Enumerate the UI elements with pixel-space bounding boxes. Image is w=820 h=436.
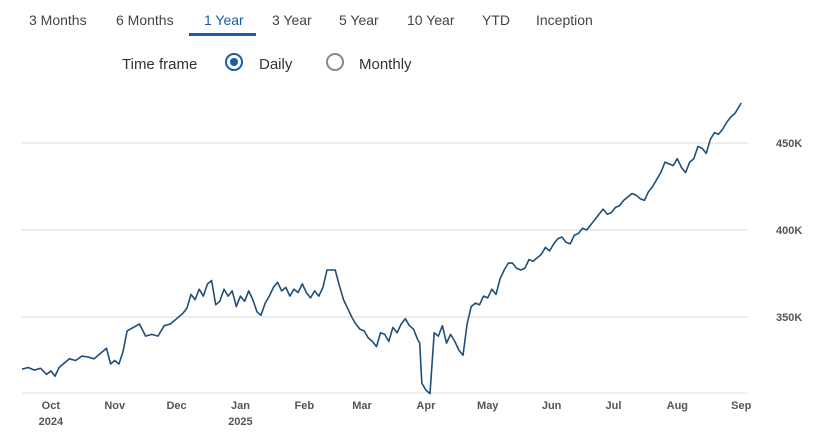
- monthly-label[interactable]: Monthly: [359, 56, 412, 73]
- x-tick-year-label: 2025: [228, 416, 252, 428]
- timeframe-selector: Time frame Daily Monthly: [0, 52, 820, 78]
- x-tick-label: Mar: [352, 400, 372, 412]
- tab-ytd[interactable]: YTD: [482, 12, 510, 28]
- x-tick-label: May: [477, 400, 499, 412]
- tab-5-year[interactable]: 5 Year: [339, 12, 379, 28]
- tab-6-months[interactable]: 6 Months: [116, 12, 174, 28]
- x-tick-label: Jun: [542, 400, 562, 412]
- period-tabs: 3 Months 6 Months 1 Year 3 Year 5 Year 1…: [0, 0, 820, 38]
- x-tick-label: Oct: [42, 400, 61, 412]
- x-tick-label: Jul: [605, 400, 621, 412]
- x-tick-label: Apr: [416, 400, 436, 412]
- x-tick-label: Sep: [731, 400, 751, 412]
- x-tick-label: Aug: [667, 400, 688, 412]
- x-tick-label: Jan: [231, 400, 250, 412]
- x-tick-label: Feb: [295, 400, 315, 412]
- tab-3-year[interactable]: 3 Year: [272, 12, 312, 28]
- tab-3-months[interactable]: 3 Months: [29, 12, 87, 28]
- x-tick-label: Dec: [166, 400, 186, 412]
- daily-radio[interactable]: [225, 53, 243, 71]
- x-tick-year-label: 2024: [39, 416, 64, 428]
- y-tick-label: 400K: [776, 225, 802, 237]
- y-tick-label: 450K: [776, 138, 802, 150]
- series-line-0: [21, 102, 742, 395]
- y-tick-label: 350K: [776, 312, 802, 324]
- tab-10-year[interactable]: 10 Year: [407, 12, 455, 28]
- x-tick-label: Nov: [104, 400, 126, 412]
- daily-label[interactable]: Daily: [259, 56, 293, 73]
- active-tab-underline: [189, 33, 256, 36]
- monthly-radio[interactable]: [326, 53, 344, 71]
- timeframe-label: Time frame: [122, 56, 198, 73]
- tab-1-year[interactable]: 1 Year: [204, 12, 244, 28]
- tab-inception[interactable]: Inception: [536, 12, 593, 28]
